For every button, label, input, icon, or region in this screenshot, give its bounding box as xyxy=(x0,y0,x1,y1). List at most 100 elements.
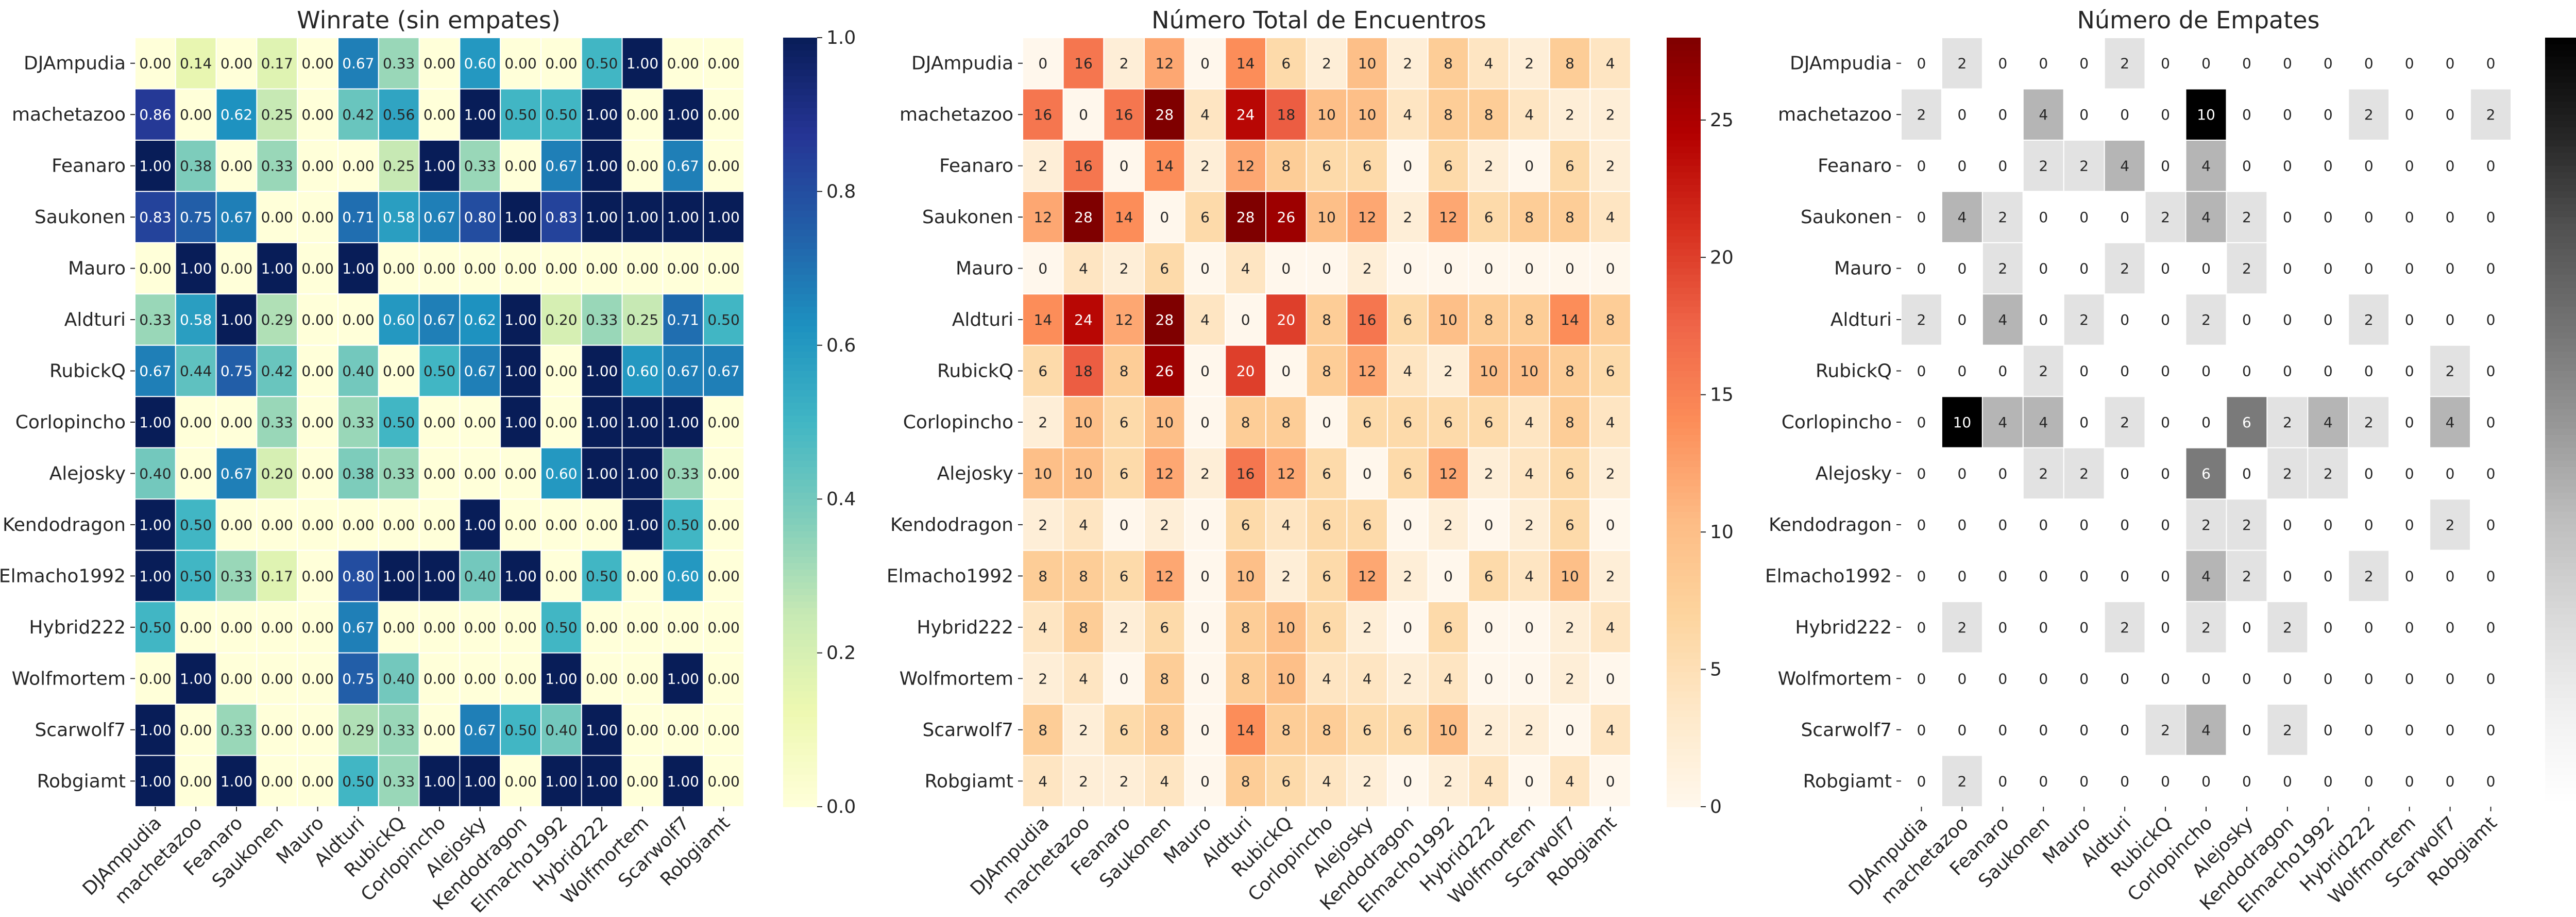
encuentros-colorbar-segment xyxy=(1667,659,1701,666)
encuentros-cell-label-r0-c11: 4 xyxy=(1484,55,1494,72)
empates-cell-label-r4-c10: 0 xyxy=(2324,260,2333,277)
empates-cell-label-r1-c12: 0 xyxy=(2405,106,2414,123)
empates-cell-label-r5-c4: 2 xyxy=(2079,311,2089,328)
empates-cell-r13-c14 xyxy=(2470,704,2512,756)
encuentros-colorbar-segment xyxy=(1667,518,1701,525)
empates-cell-label-r8-c2: 0 xyxy=(1998,465,2007,482)
winrate-cell-label-r12-c9: 0.00 xyxy=(504,670,536,687)
empates-cell-label-r4-c4: 0 xyxy=(2079,260,2089,277)
winrate-colorbar-segment xyxy=(783,384,817,391)
empates-cell-label-r10-c0: 0 xyxy=(1917,568,1926,585)
winrate-cell-label-r4-c6: 0.00 xyxy=(383,260,415,277)
encuentros-cell-r0-c14 xyxy=(1589,37,1632,90)
winrate-colorbar-segment xyxy=(783,294,817,301)
empates-colorbar-segment xyxy=(2545,723,2576,730)
encuentros-cell-label-r6-c2: 8 xyxy=(1120,363,1129,380)
winrate-cell-label-r1-c14: 0.00 xyxy=(707,106,739,123)
empates-cell-label-r8-c6: 0 xyxy=(2161,465,2170,482)
empates-cell-label-r10-c5: 0 xyxy=(2120,568,2129,585)
empates-cell-label-r6-c9: 0 xyxy=(2283,363,2292,380)
encuentros-colorbar-segment xyxy=(1667,531,1701,538)
empates-ylabel-feanaro: Feanaro xyxy=(1818,156,1892,177)
winrate-cell-r8-c3 xyxy=(256,447,298,500)
winrate-cell-label-r12-c11: 0.00 xyxy=(586,670,618,687)
empates-heatmap-panel: Número de Empates 0 2 0 0 0 2 0 0 0 0 0 0 0 0 02 0 0 4 0 0 0… xyxy=(1765,6,2576,917)
empates-cell-label-r7-c2: 4 xyxy=(1998,414,2007,431)
encuentros-cell-label-r2-c5: 12 xyxy=(1236,158,1255,175)
winrate-ylabel-alejosky: Alejosky xyxy=(49,463,126,484)
winrate-cell-r0-c13 xyxy=(662,37,704,90)
encuentros-cell-r10-c7 xyxy=(1306,549,1348,603)
encuentros-cell-label-r7-c2: 6 xyxy=(1120,414,1129,431)
empates-cell-r4-c10 xyxy=(2307,242,2349,295)
empates-cell-r5-c0 xyxy=(1901,293,1942,346)
encuentros-cell-r1-c6 xyxy=(1265,88,1307,141)
winrate-cell-label-r12-c14: 0.00 xyxy=(707,670,739,687)
encuentros-cell-label-r1-c7: 10 xyxy=(1317,106,1336,123)
winrate-colorbar-segment xyxy=(783,582,817,590)
winrate-colorbar-segment xyxy=(783,300,817,307)
encuentros-colorbar-segment xyxy=(1667,178,1701,186)
winrate-ylabel-mauro: Mauro xyxy=(68,258,126,279)
empates-ylabel-mauro: Mauro xyxy=(1834,258,1892,279)
encuentros-cell-r13-c12 xyxy=(1509,704,1550,756)
empates-cell-label-r12-c7: 0 xyxy=(2201,670,2211,687)
winrate-cell-r9-c8 xyxy=(459,498,501,551)
winrate-cell-r4-c1 xyxy=(175,242,217,295)
empates-cell-label-r7-c1: 10 xyxy=(1953,414,1972,431)
winrate-cell-label-r0-c0: 0.00 xyxy=(139,55,171,72)
empates-cell-label-r1-c13: 0 xyxy=(2446,106,2455,123)
winrate-cell-r12-c7 xyxy=(418,652,461,705)
empates-ylabel-wolfmortem: Wolfmortem xyxy=(1778,668,1892,689)
encuentros-cell-label-r14-c12: 0 xyxy=(1524,773,1534,790)
encuentros-cell-label-r5-c14: 8 xyxy=(1606,311,1615,328)
encuentros-colorbar-segment xyxy=(1667,486,1701,493)
empates-colorbar-segment xyxy=(2545,313,2576,320)
empates-cell-r2-c7 xyxy=(2185,139,2227,192)
winrate-cell-label-r7-c14: 0.00 xyxy=(707,414,739,431)
winrate-colorbar-segment xyxy=(783,255,817,262)
empates-cell-label-r0-c2: 0 xyxy=(1998,55,2007,72)
winrate-cell-label-r11-c13: 0.00 xyxy=(667,619,699,636)
winrate-cell-r14-c3 xyxy=(256,755,298,808)
winrate-cell-r1-c12 xyxy=(621,88,664,141)
encuentros-cell-r4-c1 xyxy=(1062,242,1105,295)
empates-colorbar-segment xyxy=(2545,710,2576,718)
empates-cell-r6-c3 xyxy=(2022,344,2064,397)
empates-cell-label-r6-c2: 0 xyxy=(1998,363,2007,380)
winrate-cell-r9-c11 xyxy=(581,498,623,551)
winrate-cell-r10-c11 xyxy=(581,549,623,603)
empates-cell-label-r1-c2: 0 xyxy=(1998,106,2007,123)
winrate-cell-r10-c12 xyxy=(621,549,664,603)
empates-colorbar-segment xyxy=(2545,800,2576,807)
empates-cell-r14-c9 xyxy=(2266,755,2309,808)
winrate-colorbar-segment xyxy=(783,614,817,622)
empates-cell-r2-c2 xyxy=(1981,139,2024,192)
empates-ylabel-kendodragon: Kendodragon xyxy=(1769,514,1892,536)
empates-cell-label-r12-c0: 0 xyxy=(1917,670,1926,687)
winrate-cell-r7-c4 xyxy=(297,396,339,448)
encuentros-cell-label-r6-c7: 8 xyxy=(1322,363,1331,380)
winrate-cell-r4-c0 xyxy=(134,242,176,295)
winrate-colorbar-segment xyxy=(783,82,817,90)
encuentros-cell-label-r7-c0: 2 xyxy=(1038,414,1047,431)
empates-cell-r6-c14 xyxy=(2470,344,2512,397)
encuentros-cell-label-r10-c3: 12 xyxy=(1156,568,1174,585)
empates-cell-label-r9-c14: 0 xyxy=(2486,516,2496,533)
winrate-cell-label-r7-c3: 0.33 xyxy=(261,414,293,431)
winrate-cell-label-r5-c3: 0.29 xyxy=(261,311,293,328)
encuentros-colorbar-segment xyxy=(1667,230,1701,237)
encuentros-cell-r11-c9 xyxy=(1387,601,1429,654)
encuentros-ylabel-robgiamt: Robgiamt xyxy=(925,771,1013,792)
empates-colorbar-segment xyxy=(2545,204,2576,211)
winrate-cell-label-r10-c6: 1.00 xyxy=(383,568,415,585)
winrate-cell-r11-c8 xyxy=(459,601,501,654)
encuentros-cell-r2-c8 xyxy=(1346,139,1388,192)
encuentros-cell-r8-c6 xyxy=(1265,447,1307,500)
empates-cell-label-r9-c0: 0 xyxy=(1917,516,1926,533)
winrate-ylabel-djampudia: DJAmpudia xyxy=(24,53,126,74)
encuentros-colorbar-segment xyxy=(1667,275,1701,282)
winrate-cell-label-r4-c0: 0.00 xyxy=(139,260,171,277)
encuentros-cell-label-r4-c5: 4 xyxy=(1241,260,1250,277)
